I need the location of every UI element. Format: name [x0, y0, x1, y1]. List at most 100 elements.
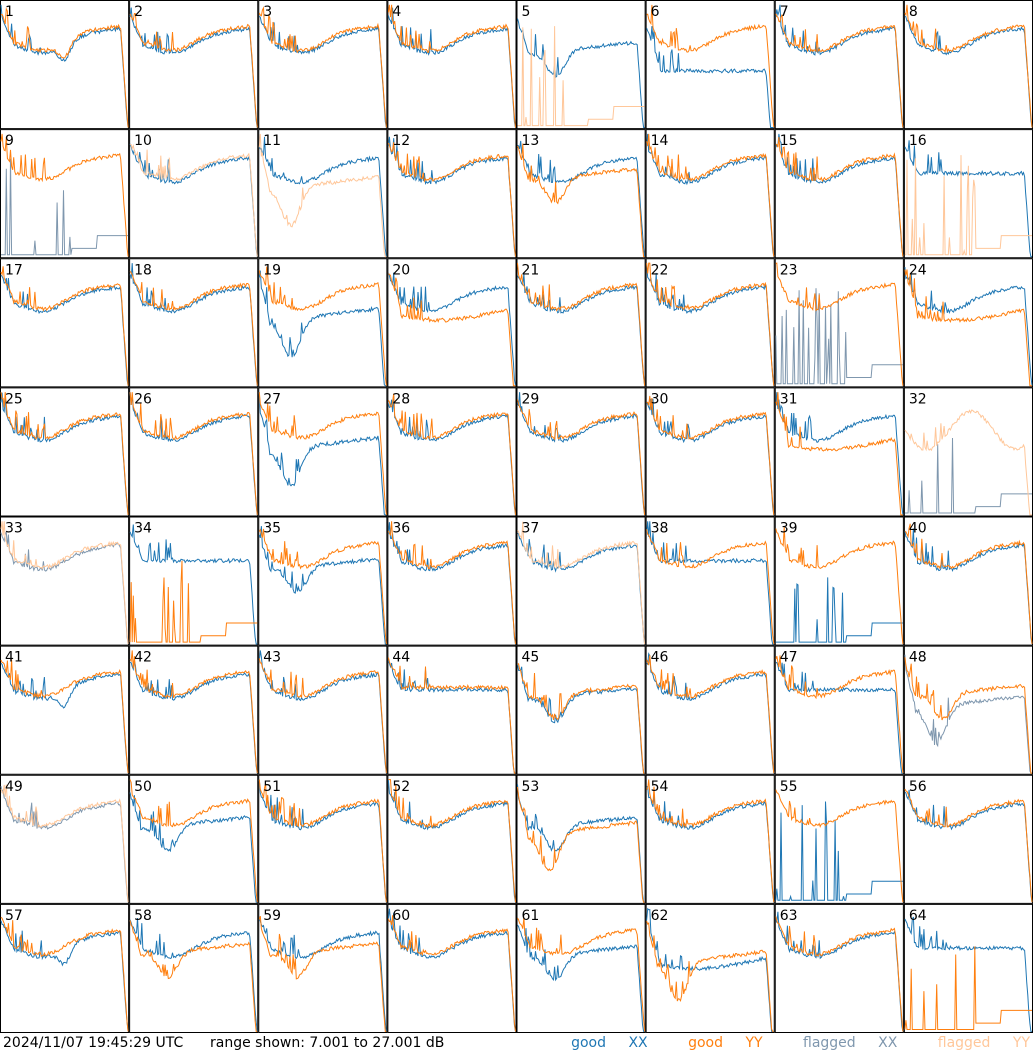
panel-label: 57	[5, 908, 23, 924]
panel-54: 54	[645, 774, 775, 904]
panel-frame	[903, 645, 1033, 775]
series-yy-flagged	[258, 133, 387, 258]
panel-29: 29	[516, 387, 646, 517]
panel-52: 52	[387, 774, 517, 904]
legend-good-yy: good YY	[688, 1035, 763, 1051]
series-xx-good	[0, 920, 129, 1032]
panel-label: 43	[263, 650, 281, 666]
series-yy-good	[904, 4, 1033, 128]
series-xx-good	[129, 792, 258, 903]
panel-frame	[903, 774, 1033, 904]
panel-3: 3	[258, 0, 388, 130]
panel-7: 7	[774, 0, 904, 130]
panel-label: 27	[263, 391, 281, 407]
panel-frame	[774, 903, 904, 1033]
panel-11: 11	[258, 129, 388, 259]
panel-42: 42	[129, 645, 259, 775]
panel-frame	[903, 387, 1033, 517]
panel-label: 32	[909, 391, 927, 407]
panel-label: 16	[909, 133, 927, 149]
panel-label: 49	[5, 779, 23, 795]
panel-frame	[645, 387, 775, 517]
panel-2: 2	[129, 0, 259, 130]
panel-frame	[0, 0, 130, 130]
legend-flagged-xx: flagged XX	[803, 1035, 898, 1051]
panel-frame	[516, 903, 646, 1033]
series-xx-good	[129, 524, 258, 645]
panel-label: 18	[134, 262, 152, 278]
series-yy-good	[258, 528, 387, 645]
series-xx-good	[646, 263, 775, 386]
series-yy-good	[387, 393, 516, 515]
panel-26: 26	[129, 387, 259, 517]
panel-frame	[903, 0, 1033, 130]
panel-label: 17	[5, 262, 23, 278]
panel-frame	[516, 129, 646, 259]
series-yy-good	[387, 142, 516, 257]
panel-frame	[516, 774, 646, 904]
series-yy-good	[0, 266, 129, 386]
range-shown: range shown: 7.001 to 27.001 dB	[210, 1035, 445, 1051]
series-yy-good	[387, 657, 516, 774]
series-xx-good	[387, 7, 516, 128]
series-yy-good	[387, 915, 516, 1032]
series-yy-good	[646, 4, 775, 128]
panel-frame	[387, 387, 517, 517]
panel-43: 43	[258, 645, 388, 775]
panel-frame	[0, 645, 130, 775]
series-xx-good	[129, 392, 258, 515]
series-yy-good	[517, 263, 646, 386]
series-yy-flagged	[0, 521, 129, 645]
panel-63: 63	[774, 903, 904, 1033]
panel-label: 61	[522, 908, 540, 924]
panel-frame	[516, 645, 646, 775]
panel-frame	[387, 645, 517, 775]
panel-53: 53	[516, 774, 646, 904]
series-xx-good	[258, 918, 387, 1032]
panel-49: 49	[0, 774, 130, 904]
panel-48: 48	[903, 645, 1033, 775]
panel-frame	[0, 387, 130, 517]
panel-frame	[903, 258, 1033, 388]
series-xx-good	[258, 136, 387, 257]
panel-frame	[774, 645, 904, 775]
series-xx-flagged	[904, 437, 1032, 514]
panel-label: 40	[909, 521, 927, 537]
panel-label: 28	[392, 391, 410, 407]
series-yy-good	[517, 917, 646, 1032]
series-yy-good	[646, 133, 775, 257]
panel-25: 25	[0, 387, 130, 517]
panel-36: 36	[387, 516, 517, 646]
panel-4: 4	[387, 0, 517, 130]
panel-frame	[387, 129, 517, 259]
panel-frame	[516, 387, 646, 517]
series-xx-good	[129, 660, 258, 774]
series-xx-good	[646, 133, 775, 257]
series-yy-good	[129, 13, 258, 128]
panel-label: 64	[909, 908, 927, 924]
panel-46: 46	[645, 645, 775, 775]
series-yy-good	[904, 788, 1033, 903]
series-yy-good	[129, 779, 258, 903]
series-yy-good	[387, 521, 516, 645]
panel-21: 21	[516, 258, 646, 388]
series-yy-good	[0, 916, 129, 1032]
series-yy-good	[646, 920, 774, 1032]
panel-label: 3	[263, 4, 272, 20]
panel-frame	[903, 516, 1033, 646]
series-yy-good	[0, 133, 129, 257]
panel-label: 47	[780, 650, 798, 666]
panel-frame	[645, 645, 775, 775]
panel-57: 57	[0, 903, 130, 1033]
panel-38: 38	[645, 516, 775, 646]
panel-56: 56	[903, 774, 1033, 904]
panel-frame	[258, 129, 388, 259]
series-xx-good	[387, 272, 516, 386]
panel-28: 28	[387, 387, 517, 517]
panel-label: 26	[134, 391, 152, 407]
panel-16: 16	[903, 129, 1033, 259]
panel-frame	[129, 258, 259, 388]
series-yy-good	[388, 779, 516, 903]
panel-frame	[516, 0, 646, 130]
panel-22: 22	[645, 258, 775, 388]
